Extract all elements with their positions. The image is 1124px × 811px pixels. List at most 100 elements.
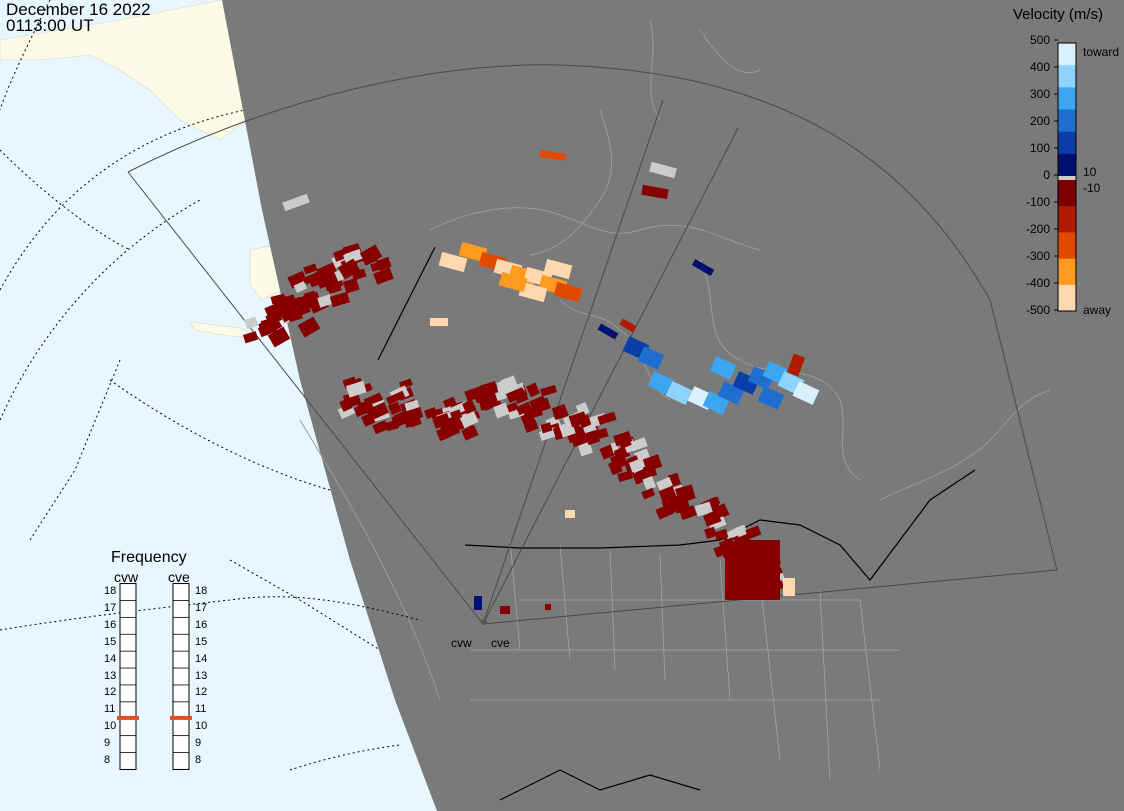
velocity-cell bbox=[359, 402, 375, 415]
date-label: December 16 2022 bbox=[6, 0, 151, 19]
colorbar-tick-label: 100 bbox=[1029, 141, 1050, 155]
velocity-cell bbox=[438, 251, 468, 273]
velocity-cell bbox=[745, 525, 762, 540]
frequency-scale-label: 15 bbox=[195, 635, 208, 648]
velocity-cell bbox=[702, 391, 730, 415]
colorbar-tick-label: 400 bbox=[1029, 60, 1050, 74]
velocity-cell bbox=[337, 258, 361, 280]
velocity-cell bbox=[703, 510, 722, 527]
velocity-cell bbox=[664, 494, 685, 509]
velocity-cell bbox=[523, 420, 539, 433]
colorbar-swatch bbox=[1058, 284, 1076, 312]
velocity-cell bbox=[694, 501, 713, 517]
colorbar-zero-band bbox=[1058, 176, 1076, 180]
frequency-scale-label: 8 bbox=[104, 754, 111, 766]
velocity-cells bbox=[242, 150, 820, 614]
colorbar-tick-label: -100 bbox=[1025, 195, 1050, 209]
velocity-cell bbox=[732, 371, 760, 395]
frequency-scale-label: 17 bbox=[104, 601, 117, 614]
velocity-cell bbox=[757, 386, 785, 410]
frequency-scale-label: 12 bbox=[195, 686, 208, 699]
velocity-cell bbox=[709, 356, 737, 380]
frequency-scale-label: 14 bbox=[104, 652, 117, 665]
frequency-scale-label: 9 bbox=[104, 737, 111, 750]
velocity-cell bbox=[498, 271, 528, 293]
velocity-cell bbox=[545, 604, 551, 610]
velocity-cell bbox=[297, 316, 321, 338]
velocity-cell bbox=[430, 318, 448, 326]
colorbar-frame bbox=[1057, 42, 1077, 312]
velocity-cell bbox=[783, 578, 795, 596]
colorbar-tick-label: -200 bbox=[1025, 222, 1050, 236]
velocity-cell bbox=[538, 427, 558, 441]
neg-threshold-label: -10 bbox=[1083, 181, 1101, 195]
colorbar-swatch bbox=[1058, 87, 1076, 110]
velocity-cell bbox=[376, 256, 392, 271]
velocity-cell bbox=[714, 528, 729, 541]
frequency-scale-label: 16 bbox=[195, 618, 208, 631]
velocity-cell bbox=[462, 399, 477, 415]
toward-label: toward bbox=[1083, 45, 1120, 59]
colorbar-swatch bbox=[1058, 43, 1076, 66]
us-canada-border bbox=[464, 469, 976, 581]
frequency-gauges bbox=[117, 583, 192, 770]
frequency-scale-label: 16 bbox=[104, 618, 117, 631]
colorbar-tick-label: -300 bbox=[1025, 249, 1050, 263]
velocity-cell bbox=[647, 371, 675, 395]
velocity-cell bbox=[518, 281, 548, 303]
alaska-border bbox=[377, 246, 436, 361]
velocity-cell bbox=[529, 395, 548, 411]
velocity-cell bbox=[303, 263, 318, 275]
velocity-cell bbox=[552, 408, 569, 420]
colorbar-swatch bbox=[1058, 131, 1076, 155]
away-label: away bbox=[1083, 303, 1112, 317]
velocity-cell bbox=[372, 420, 389, 435]
colorbar-tick-label: -500 bbox=[1025, 303, 1050, 317]
velocity-cell bbox=[597, 411, 617, 425]
frequency-scale-label: 12 bbox=[104, 686, 117, 699]
frequency-marker-cve bbox=[170, 715, 192, 720]
velocity-cell bbox=[259, 314, 283, 336]
velocity-cell bbox=[270, 293, 286, 305]
velocity-cell bbox=[553, 281, 583, 303]
velocity-cell bbox=[442, 415, 463, 432]
velocity-cell bbox=[461, 425, 479, 441]
frequency-marker-cvw bbox=[117, 715, 139, 720]
velocity-cell bbox=[287, 270, 308, 289]
velocity-cell bbox=[458, 241, 488, 263]
colorbar-swatch bbox=[1058, 180, 1076, 207]
colorbar-tick-label: 500 bbox=[1029, 33, 1050, 47]
velocity-cell bbox=[569, 430, 588, 448]
velocity-cell bbox=[344, 248, 363, 264]
radar-label-cvw: cvw bbox=[451, 636, 472, 650]
us-mexico-border bbox=[499, 769, 701, 801]
velocity-cell bbox=[500, 606, 510, 614]
velocity-cell bbox=[478, 395, 499, 411]
velocity-cell bbox=[656, 476, 673, 491]
velocity-cell bbox=[691, 258, 715, 277]
velocity-cell bbox=[433, 412, 450, 425]
velocity-cell bbox=[641, 487, 656, 500]
velocity-cell bbox=[293, 281, 308, 294]
velocity-cell bbox=[597, 323, 619, 340]
frequency-scale-label: 13 bbox=[195, 669, 208, 682]
velocity-cell bbox=[442, 396, 457, 408]
frequency-scale-label: 15 bbox=[104, 635, 117, 648]
velocity-cell bbox=[398, 378, 413, 390]
velocity-cell bbox=[575, 402, 590, 417]
velocity-cell bbox=[450, 409, 463, 421]
frequency-scale-label: 14 bbox=[195, 652, 208, 665]
velocity-cell bbox=[565, 510, 575, 518]
velocity-cell bbox=[359, 244, 383, 266]
velocity-cell bbox=[361, 411, 377, 427]
colorbar-swatch bbox=[1058, 65, 1076, 88]
frequency-scale-label: 17 bbox=[195, 601, 208, 614]
velocity-cell bbox=[704, 526, 717, 539]
velocity-cell bbox=[558, 421, 576, 438]
colorbar-swatch bbox=[1058, 153, 1076, 177]
velocity-cell bbox=[313, 264, 337, 286]
colorbar-tick-label: 0 bbox=[1043, 168, 1050, 182]
velocity-cell bbox=[387, 401, 402, 416]
velocity-cell bbox=[342, 277, 360, 294]
cve-site-marker bbox=[481, 619, 487, 625]
